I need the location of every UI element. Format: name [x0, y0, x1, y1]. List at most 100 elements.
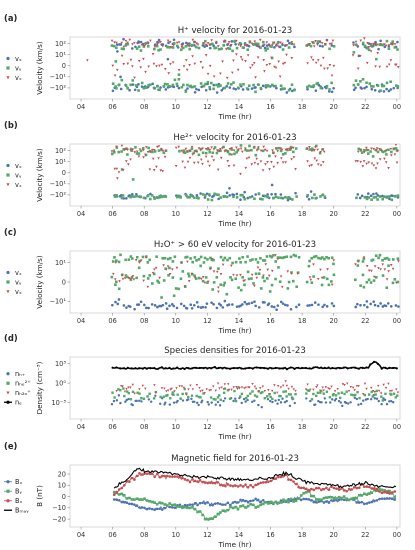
data-point	[221, 258, 225, 262]
data-point	[117, 488, 121, 491]
data-point	[197, 153, 201, 157]
data-point	[383, 398, 387, 402]
x-tick-label: 18	[298, 531, 306, 539]
data-point	[217, 290, 220, 294]
data-point	[327, 501, 331, 504]
data-point	[366, 305, 369, 309]
x-axis-label: Time (hr)	[218, 112, 252, 121]
data-point	[163, 503, 167, 506]
data-point	[313, 193, 316, 196]
data-point	[311, 148, 315, 152]
data-point	[317, 486, 321, 490]
data-point	[173, 475, 177, 478]
data-point	[219, 196, 223, 199]
data-point	[129, 255, 133, 258]
data-point	[159, 40, 162, 44]
data-point	[267, 389, 270, 392]
data-point	[293, 45, 296, 49]
data-point	[187, 272, 190, 276]
data-point	[157, 48, 160, 52]
data-point	[327, 495, 331, 499]
data-point	[164, 149, 168, 153]
data-point	[125, 398, 128, 402]
data-point	[208, 164, 211, 168]
data-point	[259, 149, 263, 153]
data-point	[372, 43, 375, 46]
data-point	[211, 151, 215, 155]
data-point	[266, 193, 269, 196]
data-point	[357, 501, 361, 504]
data-point	[381, 150, 385, 154]
data-point	[217, 85, 220, 88]
data-point	[270, 193, 273, 196]
x-tick-label: 06	[108, 317, 116, 325]
data-point	[156, 305, 159, 309]
data-point	[127, 397, 130, 401]
data-point	[278, 394, 281, 398]
data-point	[214, 389, 217, 392]
data-point	[160, 366, 163, 369]
data-point	[197, 403, 200, 407]
data-point	[369, 44, 373, 48]
data-point	[251, 64, 254, 67]
data-point	[212, 302, 215, 306]
data-point	[290, 271, 293, 274]
data-point	[336, 388, 339, 391]
data-point	[183, 387, 186, 391]
data-point	[247, 44, 251, 48]
data-point	[315, 159, 319, 163]
data-point	[115, 43, 119, 46]
data-point	[113, 41, 116, 44]
data-point	[125, 497, 129, 500]
data-point	[337, 399, 341, 403]
data-point	[307, 488, 311, 492]
data-point	[116, 302, 120, 306]
data-point	[330, 81, 333, 85]
data-point	[257, 272, 261, 275]
data-point	[168, 272, 172, 276]
data-point	[177, 145, 181, 149]
data-point	[121, 277, 125, 281]
data-point	[243, 190, 246, 194]
data-point	[231, 506, 235, 510]
data-point	[177, 68, 181, 72]
data-point	[191, 367, 194, 370]
data-point	[224, 503, 227, 506]
data-point	[139, 300, 143, 304]
data-point	[311, 58, 315, 62]
data-point	[397, 305, 400, 308]
data-point	[138, 506, 141, 509]
data-point	[288, 148, 292, 151]
data-point	[384, 44, 388, 48]
y-tick-label: 10²	[55, 40, 66, 48]
data-point	[234, 484, 237, 487]
data-point	[203, 45, 206, 48]
data-point	[396, 257, 400, 260]
data-point	[294, 254, 298, 258]
data-point	[356, 193, 360, 196]
data-point	[332, 45, 336, 48]
data-point	[327, 256, 331, 260]
x-tick-label: 12	[203, 210, 211, 218]
data-point	[391, 194, 394, 198]
data-point	[375, 149, 378, 152]
series-3	[113, 467, 397, 489]
data-point	[323, 195, 327, 199]
data-point	[244, 499, 247, 503]
data-point	[282, 367, 285, 370]
data-point	[203, 256, 207, 260]
data-point	[282, 390, 285, 393]
x-tick-label: 10	[172, 423, 180, 431]
data-point	[268, 393, 272, 396]
data-point	[392, 392, 396, 395]
data-point	[325, 500, 328, 503]
data-point	[155, 472, 159, 476]
data-point	[316, 277, 320, 281]
data-point	[179, 196, 182, 199]
data-point	[310, 149, 314, 153]
x-axis-label: Time (hr)	[218, 326, 252, 335]
data-point	[222, 44, 226, 47]
data-point	[160, 501, 164, 505]
data-point	[391, 267, 395, 271]
data-point	[142, 156, 145, 159]
